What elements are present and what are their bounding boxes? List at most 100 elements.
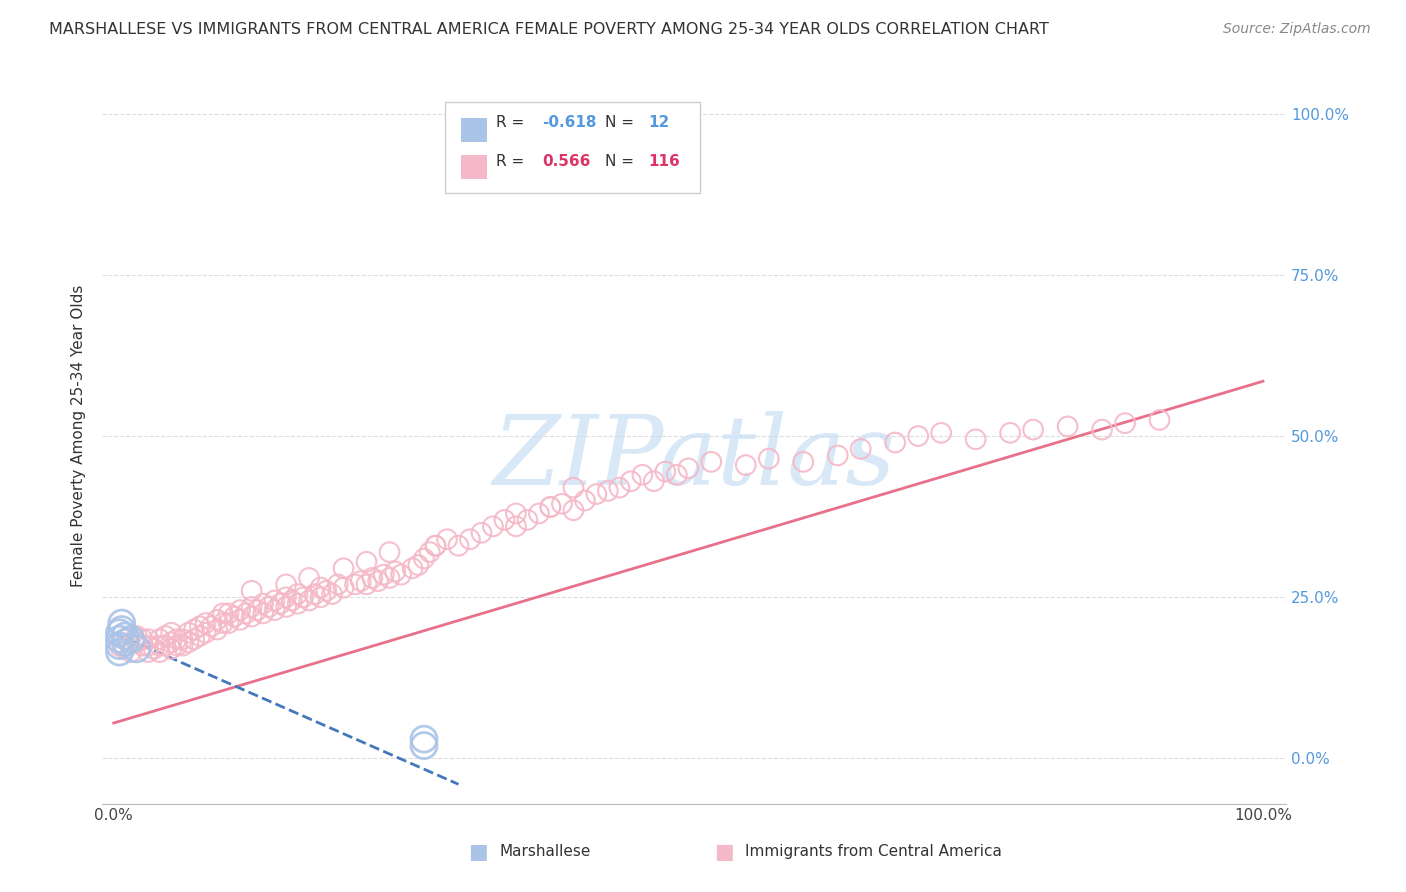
Point <box>166 632 188 647</box>
Point <box>315 583 337 598</box>
Point <box>309 581 332 595</box>
Point <box>585 487 607 501</box>
Text: 12: 12 <box>648 115 669 129</box>
Point <box>160 635 183 649</box>
Point <box>131 639 153 653</box>
Point <box>155 629 177 643</box>
Point <box>620 474 643 488</box>
Point <box>125 641 148 656</box>
Point <box>609 481 631 495</box>
Point <box>172 632 194 647</box>
Point <box>188 619 211 633</box>
Point <box>194 616 217 631</box>
FancyBboxPatch shape <box>461 118 486 142</box>
FancyBboxPatch shape <box>461 154 486 178</box>
Point <box>425 539 447 553</box>
Point <box>413 551 436 566</box>
Point <box>827 449 849 463</box>
Point <box>240 609 263 624</box>
Point <box>177 625 200 640</box>
Point <box>907 429 929 443</box>
Point <box>332 561 354 575</box>
Point <box>212 616 235 631</box>
Point <box>413 732 436 747</box>
Point <box>505 519 527 533</box>
Point <box>700 455 723 469</box>
Point <box>792 455 814 469</box>
Point <box>205 613 228 627</box>
Point <box>281 593 304 607</box>
Point <box>758 451 780 466</box>
Point <box>120 632 142 647</box>
Point <box>108 639 131 653</box>
Point <box>149 639 172 653</box>
Point <box>494 513 516 527</box>
Point <box>505 507 527 521</box>
Point <box>240 583 263 598</box>
Point <box>516 513 538 527</box>
Text: Marshallese: Marshallese <box>499 845 591 859</box>
Point <box>356 555 378 569</box>
Point <box>643 474 665 488</box>
Point <box>274 599 297 614</box>
Point <box>965 432 987 446</box>
Point <box>373 567 395 582</box>
Point <box>108 645 131 659</box>
Text: 116: 116 <box>648 154 679 169</box>
Text: R =: R = <box>496 115 530 129</box>
Point <box>172 639 194 653</box>
Point <box>269 597 291 611</box>
Point <box>406 558 429 572</box>
Point <box>326 577 349 591</box>
Point <box>304 587 326 601</box>
Point <box>229 613 252 627</box>
Point <box>419 545 441 559</box>
Point <box>149 632 172 647</box>
Point <box>678 461 700 475</box>
Point <box>142 641 165 656</box>
Point <box>235 607 257 621</box>
Point <box>378 571 401 585</box>
FancyBboxPatch shape <box>446 102 700 194</box>
Point <box>252 597 274 611</box>
Point <box>321 587 343 601</box>
Point <box>332 581 354 595</box>
Point <box>263 603 285 617</box>
Point <box>114 635 136 649</box>
Point <box>108 625 131 640</box>
Point <box>1022 423 1045 437</box>
Point <box>367 574 389 589</box>
Point <box>538 500 561 514</box>
Point <box>111 616 134 631</box>
Point <box>389 567 412 582</box>
Point <box>131 632 153 647</box>
Point <box>212 607 235 621</box>
Point <box>344 577 367 591</box>
Point <box>378 545 401 559</box>
Point <box>1114 416 1136 430</box>
Point <box>551 497 574 511</box>
Point <box>350 574 373 589</box>
Point <box>596 483 619 498</box>
Point <box>287 597 309 611</box>
Point <box>188 629 211 643</box>
Point <box>538 500 561 514</box>
Text: N =: N = <box>606 115 640 129</box>
Point <box>224 609 246 624</box>
Point <box>274 577 297 591</box>
Point <box>425 539 447 553</box>
Y-axis label: Female Poverty Among 25-34 Year Olds: Female Poverty Among 25-34 Year Olds <box>72 285 86 587</box>
Point <box>654 465 676 479</box>
Point <box>1149 413 1171 427</box>
Text: 0.566: 0.566 <box>543 154 591 169</box>
Point <box>665 467 688 482</box>
Point <box>155 639 177 653</box>
Point <box>252 607 274 621</box>
Point <box>298 571 321 585</box>
Point <box>240 599 263 614</box>
Text: Immigrants from Central America: Immigrants from Central America <box>745 845 1002 859</box>
Point <box>160 625 183 640</box>
Point <box>218 616 240 631</box>
Point <box>160 641 183 656</box>
Point <box>1056 419 1078 434</box>
